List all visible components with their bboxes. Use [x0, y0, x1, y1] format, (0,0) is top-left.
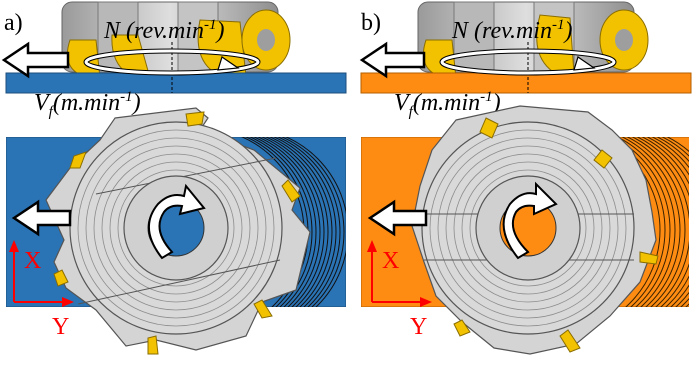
rotation-arrow-icon	[147, 183, 206, 260]
axis-x-label: X	[24, 248, 41, 274]
panel-a-label: a)	[4, 10, 23, 36]
spindle-speed-label: N (rev.min-1)	[451, 17, 572, 44]
spindle-speed-label: N (rev.min-1)	[103, 17, 224, 44]
panel-b-axes: X Y	[367, 240, 432, 340]
panel-b-cutter-top	[411, 105, 659, 355]
feed-arrow-icon	[11, 199, 72, 237]
feed-arrow-icon	[1, 41, 70, 79]
panel-b-workpiece-side	[360, 72, 692, 94]
panel-a: a) N (rev.min-1) Vf(m.min-1)	[1, 1, 347, 355]
axis-y-label: Y	[410, 314, 427, 340]
feed-rate-label: Vf(m.min-1)	[34, 89, 141, 120]
panel-a-cutter-top	[45, 107, 311, 355]
feed-arrow-icon	[359, 41, 426, 79]
axis-y-label: Y	[52, 314, 69, 340]
panel-b-label: b)	[361, 10, 381, 36]
panel-b: b) N (rev.min-1) Vf(m.min-1)	[359, 1, 692, 355]
axis-x-label: X	[382, 248, 399, 274]
rotation-arrow-icon	[502, 181, 558, 260]
panel-a-axes: X Y	[9, 240, 74, 340]
feed-rate-label: Vf(m.min-1)	[394, 89, 501, 120]
feed-arrow-icon	[367, 199, 428, 237]
